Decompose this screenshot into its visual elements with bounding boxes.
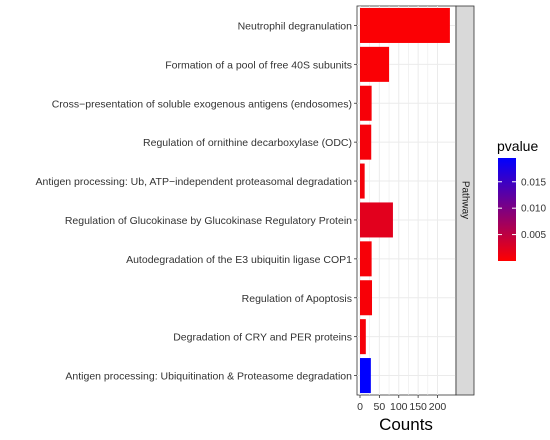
bar — [360, 124, 372, 160]
x-tick-label: 0 — [357, 401, 363, 413]
y-tick-label: Regulation of Apoptosis — [242, 293, 352, 305]
y-tick-label: Degradation of CRY and PER proteins — [173, 332, 352, 344]
y-tick-label: Formation of a pool of free 40S subunits — [165, 59, 352, 71]
legend-colorbar — [498, 158, 516, 261]
legend-tick-label: 0.010 — [521, 204, 546, 215]
y-tick-label: Regulation of Glucokinase by Glucokinase… — [65, 215, 352, 227]
bar — [360, 85, 372, 121]
x-tick-label: 100 — [390, 401, 408, 413]
y-tick-label: Regulation of ornithine decarboxylase (O… — [143, 137, 352, 149]
facet-strip-label: Pathway — [459, 181, 470, 219]
y-tick-label: Neutrophil degranulation — [238, 20, 353, 32]
x-tick-label: 50 — [374, 401, 386, 413]
bar — [360, 202, 393, 238]
y-tick-label: Antigen processing: Ubiquitination & Pro… — [65, 371, 352, 383]
y-axis-labels: Neutrophil degranulation Formation of a p… — [36, 20, 357, 383]
bars — [360, 7, 450, 394]
bar — [360, 280, 373, 316]
bar — [360, 358, 371, 394]
x-axis-title: Counts — [379, 415, 433, 434]
x-axis-ticks: 0 50 100 150 200 — [357, 395, 446, 413]
bar — [360, 163, 365, 199]
x-tick-label: 200 — [429, 401, 447, 413]
bar — [360, 241, 372, 277]
y-tick-label: Cross−presentation of soluble exogenous … — [52, 98, 352, 110]
legend-ticks: 0.005 0.010 0.015 — [498, 177, 546, 241]
facet-strip — [455, 5, 475, 396]
color-legend: pvalue 0.005 0.010 0.015 — [497, 138, 546, 261]
legend-tick-label: 0.015 — [521, 177, 546, 188]
bar — [360, 46, 390, 82]
y-tick-label: Autodegradation of the E3 ubiquitin liga… — [126, 254, 352, 266]
y-tick-label: Antigen processing: Ub, ATP−independent … — [36, 176, 353, 188]
legend-title: pvalue — [497, 138, 538, 154]
legend-tick-label: 0.005 — [521, 230, 546, 241]
bar — [360, 7, 450, 43]
bar — [360, 319, 366, 355]
x-tick-label: 150 — [409, 401, 427, 413]
